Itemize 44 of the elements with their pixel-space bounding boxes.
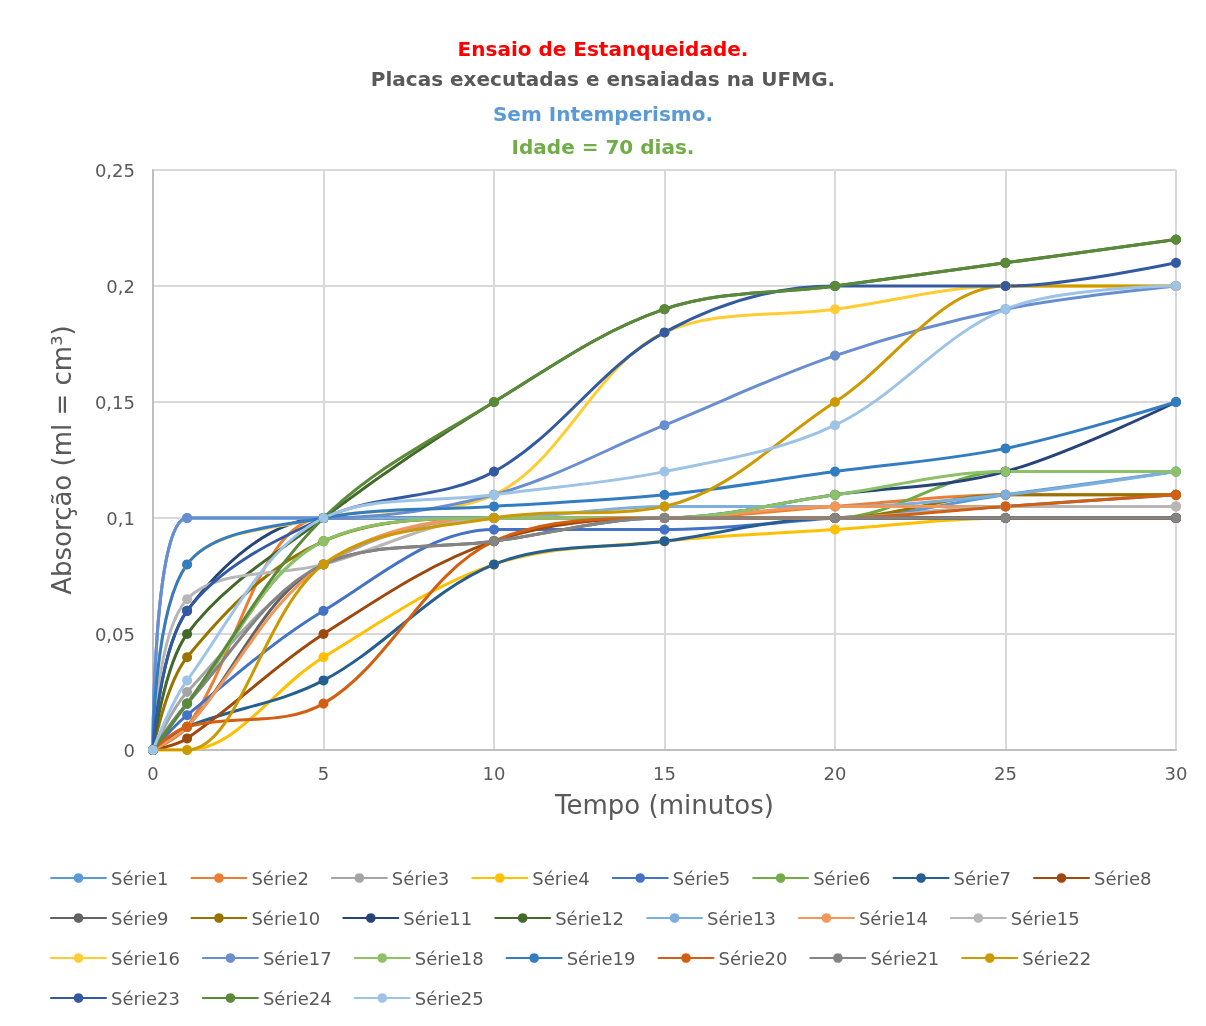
- legend-label: Série3: [391, 867, 450, 889]
- legend-label: Série8: [1093, 867, 1152, 889]
- legend-label: Série6: [813, 867, 871, 889]
- y-tick-label: 0,2: [106, 275, 135, 297]
- legend-label: Série4: [532, 867, 590, 889]
- legend-label: Série5: [672, 867, 731, 889]
- legend-label: Série16: [111, 947, 180, 969]
- legend-label: Série11: [403, 907, 473, 929]
- legend-label: Série22: [1022, 947, 1092, 969]
- x-tick-label: 15: [653, 762, 676, 784]
- legend-label: Série10: [251, 907, 321, 929]
- legend-label: Série1: [111, 867, 169, 889]
- y-tick-label: 0,1: [106, 507, 135, 529]
- legend-label: Série9: [111, 907, 169, 929]
- x-tick-label: 0: [147, 762, 159, 784]
- y-tick-label: 0: [123, 739, 135, 761]
- legend-label: Série13: [707, 907, 776, 929]
- y-tick-label: 0,25: [94, 159, 135, 181]
- text: Sem Intemperismo.: [492, 102, 714, 126]
- legend-label: Série20: [718, 947, 788, 969]
- y-tick-label: 0,05: [94, 623, 135, 645]
- chart-subtitle: Placas executadas e ensaiadas na UFMG.: [370, 67, 836, 91]
- x-tick-label: 5: [317, 762, 330, 784]
- legend-label: Série2: [251, 867, 309, 889]
- legend-label: Série24: [262, 987, 332, 1009]
- legend-label: Série19: [566, 947, 636, 969]
- legend-label: Série14: [858, 907, 928, 929]
- x-axis-title: Tempo (minutos): [554, 790, 774, 820]
- x-tick-label: 10: [482, 762, 506, 784]
- legend-label: Série23: [111, 987, 180, 1009]
- chart-title: Ensaio de Estanqueidade.: [457, 37, 749, 61]
- legend-label: Série15: [1010, 907, 1080, 929]
- legend-label: Série12: [555, 907, 625, 929]
- x-tick-label: 20: [823, 762, 847, 784]
- legend-label: Série21: [870, 947, 940, 969]
- text: Idade = 70 dias.: [511, 135, 695, 159]
- y-tick-label: 0,15: [94, 391, 135, 413]
- x-tick-label: 30: [1164, 762, 1188, 784]
- legend-label: Série17: [262, 947, 332, 969]
- x-tick-label: 25: [994, 762, 1017, 784]
- legend-label: Série18: [414, 947, 484, 969]
- legend-label: Série7: [953, 867, 1011, 889]
- y-axis-title: Absorção (ml = cm³): [47, 325, 77, 595]
- legend-label: Série25: [414, 987, 484, 1009]
